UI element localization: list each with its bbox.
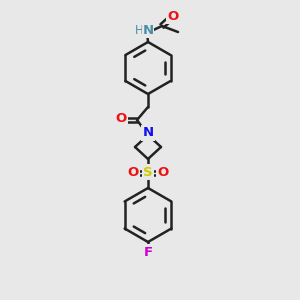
Text: O: O <box>116 112 127 125</box>
Text: N: N <box>142 25 154 38</box>
Text: O: O <box>128 166 139 178</box>
Text: F: F <box>143 245 153 259</box>
Text: O: O <box>158 166 169 178</box>
Text: N: N <box>142 127 154 140</box>
Text: S: S <box>143 166 153 178</box>
Text: O: O <box>167 10 178 22</box>
Text: H: H <box>135 25 143 38</box>
